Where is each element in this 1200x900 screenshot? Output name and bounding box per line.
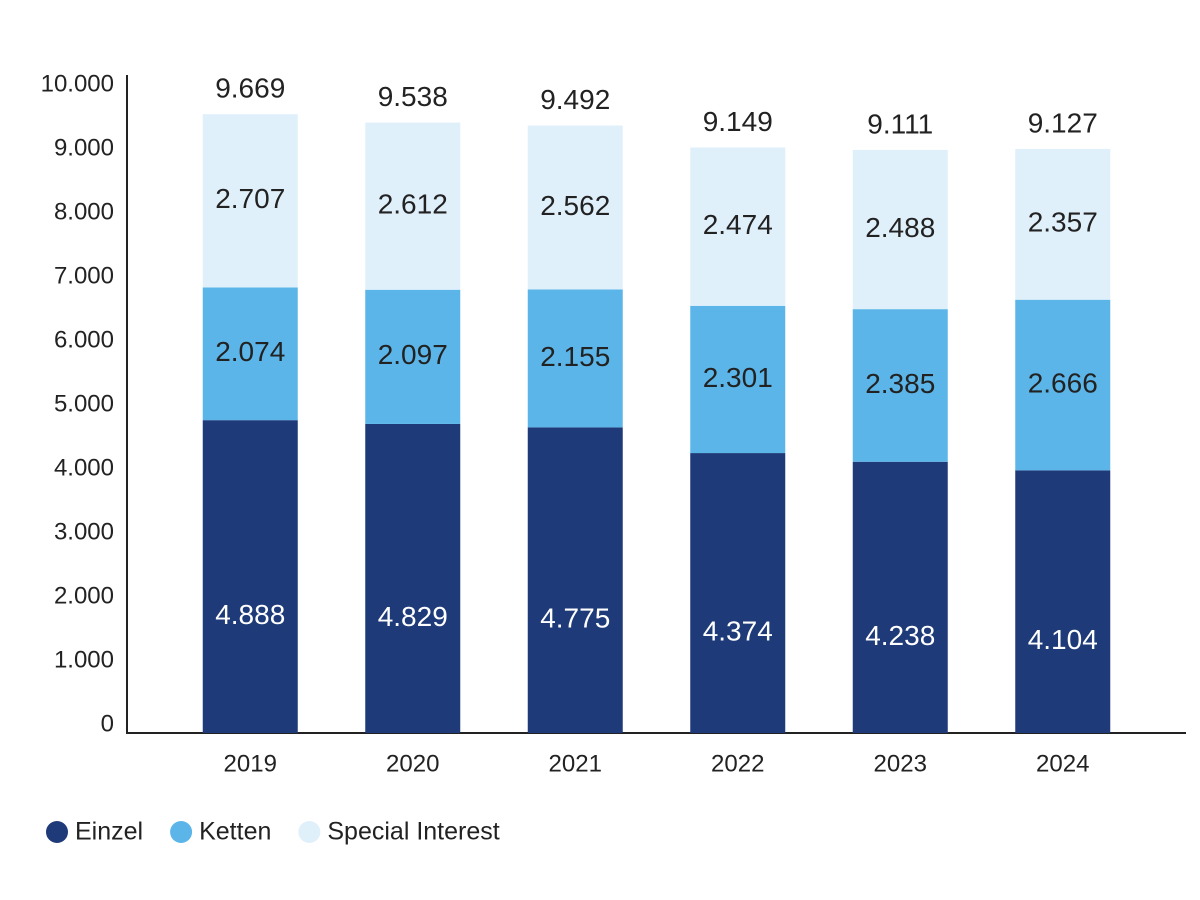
value-label: 2.097 <box>378 339 448 370</box>
y-tick-label: 7.000 <box>54 262 114 289</box>
value-label: 2.155 <box>540 341 610 372</box>
value-label: 2.707 <box>215 183 285 214</box>
bar-segment <box>690 453 786 733</box>
total-label: 9.111 <box>867 108 933 139</box>
legend-label: Special Interest <box>327 818 499 846</box>
bar-segment <box>527 289 623 428</box>
value-label: 4.374 <box>703 615 773 646</box>
bar-segment <box>202 287 298 421</box>
bar-segment <box>852 461 948 733</box>
y-tick-label: 9.000 <box>54 134 114 161</box>
legend-swatch <box>298 821 321 843</box>
legend-label: Ketten <box>199 818 271 846</box>
bar-segment <box>365 423 461 733</box>
value-label: 4.775 <box>540 603 610 634</box>
total-label: 9.127 <box>1028 107 1098 138</box>
value-label: 2.562 <box>540 190 610 221</box>
bar-segment <box>690 305 786 454</box>
bar-segment <box>852 309 948 462</box>
total-label: 9.538 <box>378 81 448 112</box>
y-tick-label: 10.000 <box>41 70 114 97</box>
bar-segment <box>1015 148 1111 300</box>
bar-segment <box>202 420 298 733</box>
bar-segment <box>202 114 298 288</box>
y-tick-label: 5.000 <box>54 390 114 417</box>
bar-segment <box>852 149 948 310</box>
y-tick-label: 1.000 <box>54 646 114 673</box>
y-tick-label: 8.000 <box>54 198 114 225</box>
x-tick-label: 2024 <box>1036 750 1089 777</box>
x-tick-label: 2022 <box>711 750 764 777</box>
bar-segment <box>1015 299 1111 471</box>
x-tick-label: 2020 <box>386 750 439 777</box>
y-tick-label: 6.000 <box>54 326 114 353</box>
bar-segment <box>527 427 623 733</box>
value-label: 2.074 <box>215 336 285 367</box>
value-label: 4.238 <box>865 620 935 651</box>
value-label: 2.357 <box>1028 207 1098 238</box>
value-label: 4.104 <box>1028 624 1098 655</box>
total-label: 9.492 <box>540 84 610 115</box>
value-label: 2.666 <box>1028 367 1098 398</box>
bar-segment <box>690 147 786 306</box>
value-label: 2.474 <box>703 209 773 240</box>
bar-segment <box>1015 470 1111 733</box>
total-label: 9.669 <box>215 73 285 104</box>
value-label: 2.612 <box>378 189 448 220</box>
y-tick-label: 0 <box>101 710 114 737</box>
total-label: 9.149 <box>703 106 773 137</box>
legend-swatch <box>170 821 193 843</box>
bar-segment <box>527 125 623 290</box>
x-tick-label: 2023 <box>874 750 927 777</box>
bar-segment <box>365 289 461 424</box>
x-tick-label: 2021 <box>549 750 602 777</box>
bar-segment <box>365 122 461 290</box>
x-tick-label: 2019 <box>224 750 277 777</box>
legend-label: Einzel <box>75 818 143 846</box>
value-label: 4.888 <box>215 599 285 630</box>
legend-swatch <box>46 821 68 843</box>
value-label: 4.829 <box>378 601 448 632</box>
y-tick-label: 4.000 <box>54 454 114 481</box>
y-tick-label: 2.000 <box>54 582 114 609</box>
y-tick-label: 3.000 <box>54 518 114 545</box>
value-label: 2.488 <box>865 212 935 243</box>
value-label: 2.301 <box>703 362 773 393</box>
value-label: 2.385 <box>865 368 935 399</box>
